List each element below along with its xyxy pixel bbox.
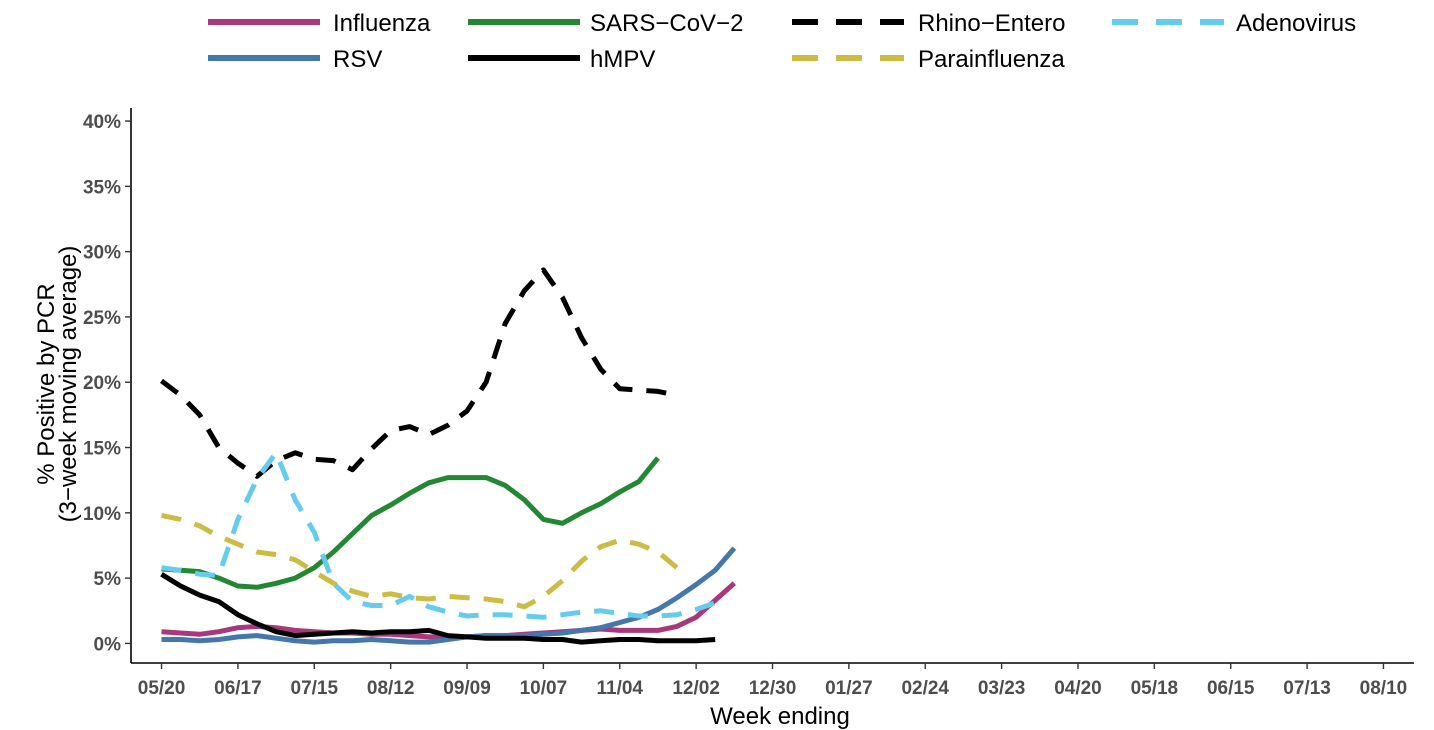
series-line <box>160 572 716 645</box>
legend: Influenza RSV SARS−CoV−2 hMPV Rhino−Entero Pa… <box>208 10 1356 73</box>
series-line <box>161 581 736 640</box>
x-tick-label: 04/20 <box>1054 678 1102 699</box>
series-line <box>161 456 660 590</box>
series-lines <box>159 267 737 645</box>
legend-label: Parainfluenza <box>918 46 1065 73</box>
y-tick-label: 0% <box>94 634 122 655</box>
x-tick-label: 10/07 <box>520 678 568 699</box>
y-tick-label: 5% <box>94 569 122 590</box>
x-tick-label: 06/15 <box>1207 678 1255 699</box>
y-tick-label: 10% <box>83 504 121 525</box>
y-axis-title-line2: (3−week moving average) <box>55 246 82 523</box>
y-ticks: 0% 5% 10% 15% 20% 25% 30% 35% 40% <box>83 112 131 655</box>
y-tick-label: 30% <box>83 243 121 264</box>
y-tick-label: 15% <box>83 439 121 460</box>
x-tick-label: 03/23 <box>978 678 1026 699</box>
x-tick-label: 08/10 <box>1360 678 1408 699</box>
x-tick-label: 12/30 <box>749 678 797 699</box>
x-tick-label: 05/20 <box>138 678 186 699</box>
y-tick-label: 20% <box>83 373 121 394</box>
x-axis-title: Week ending <box>710 703 850 730</box>
x-tick-label: 05/18 <box>1131 678 1179 699</box>
x-tick-label: 01/27 <box>825 678 873 699</box>
x-tick-label: 07/13 <box>1283 678 1331 699</box>
legend-label: hMPV <box>590 46 655 73</box>
x-tick-label: 02/24 <box>901 678 949 699</box>
legend-label: Adenovirus <box>1236 10 1356 37</box>
y-tick-label: 25% <box>83 308 121 329</box>
legend-label: Influenza <box>333 10 431 37</box>
x-tick-label: 08/12 <box>367 678 415 699</box>
legend-label: SARS−CoV−2 <box>590 10 743 37</box>
x-tick-label: 06/17 <box>214 678 262 699</box>
y-tick-label: 40% <box>83 112 121 133</box>
legend-label: Rhino−Entero <box>918 10 1065 37</box>
x-ticks: 05/20 06/17 07/15 08/12 09/09 10/07 11/04 12/02… <box>138 663 1407 699</box>
x-tick-label: 07/15 <box>291 678 339 699</box>
legend-label: RSV <box>333 46 382 73</box>
x-tick-label: 09/09 <box>443 678 491 699</box>
y-tick-label: 35% <box>83 177 121 198</box>
series-line <box>160 512 679 610</box>
series-line <box>161 450 717 620</box>
series-line <box>159 267 678 479</box>
x-tick-label: 11/04 <box>597 678 644 699</box>
x-tick-label: 12/02 <box>672 678 720 699</box>
y-axis-title-line1: % Positive by PCR <box>33 283 60 484</box>
